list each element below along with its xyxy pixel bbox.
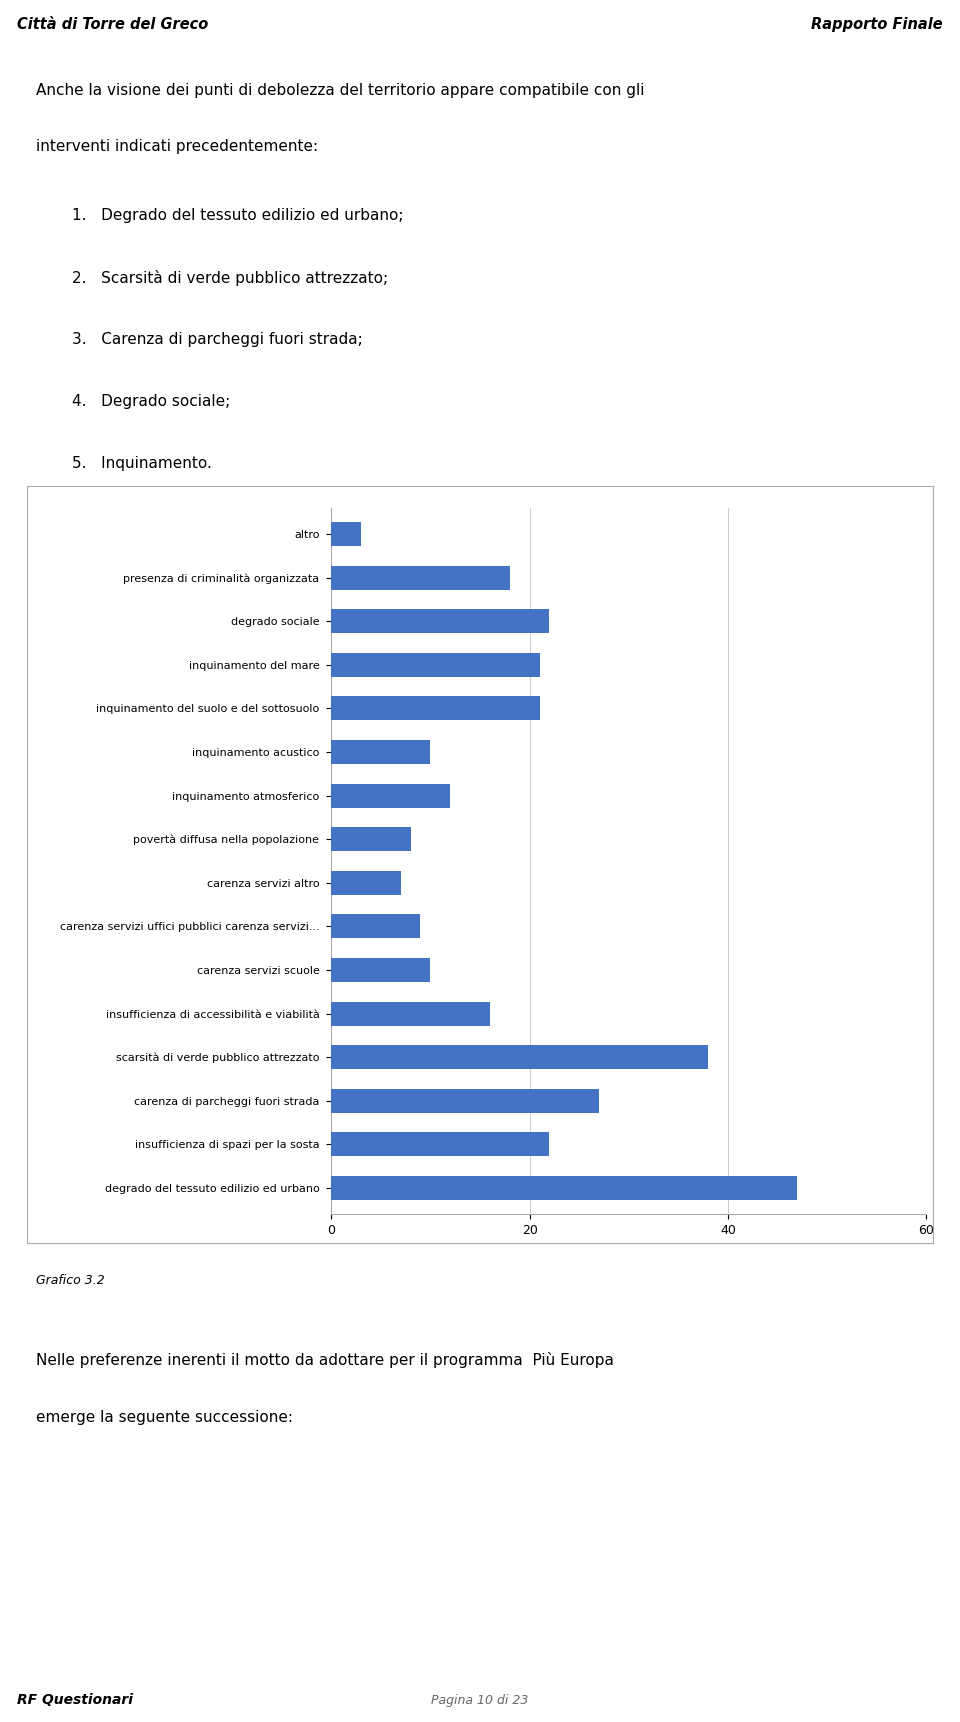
Bar <box>331 957 430 982</box>
Text: 1.   Degrado del tessuto edilizio ed urbano;: 1. Degrado del tessuto edilizio ed urban… <box>72 208 403 224</box>
Text: Pagina 10 di 23: Pagina 10 di 23 <box>431 1694 529 1707</box>
Text: 3.   Carenza di parcheggi fuori strada;: 3. Carenza di parcheggi fuori strada; <box>72 332 363 348</box>
Text: 2.   Scarsità di verde pubblico attrezzato;: 2. Scarsità di verde pubblico attrezzato… <box>72 270 388 286</box>
Bar <box>331 1088 599 1112</box>
Bar <box>331 784 450 808</box>
Text: Città di Torre del Greco: Città di Torre del Greco <box>17 17 208 33</box>
Bar <box>331 1133 549 1155</box>
Bar <box>331 827 411 851</box>
Bar <box>331 696 540 720</box>
Bar <box>331 1002 490 1026</box>
Text: 4.   Degrado sociale;: 4. Degrado sociale; <box>72 394 230 410</box>
Bar <box>331 914 420 938</box>
Bar <box>331 740 430 765</box>
Text: 5.   Inquinamento.: 5. Inquinamento. <box>72 456 212 472</box>
Bar <box>331 1176 798 1200</box>
Bar <box>331 567 510 589</box>
Text: RF Questionari: RF Questionari <box>17 1693 133 1708</box>
Text: Nelle preferenze inerenti il motto da adottare per il programma  Più Europa: Nelle preferenze inerenti il motto da ad… <box>36 1352 614 1367</box>
Bar <box>331 1045 708 1069</box>
Bar <box>331 653 540 677</box>
Text: Rapporto Finale: Rapporto Finale <box>811 17 943 33</box>
Text: PUNTI DI DEBOLEZZA: PUNTI DI DEBOLEZZA <box>372 517 588 534</box>
Bar <box>331 522 361 546</box>
Text: Anche la visione dei punti di debolezza del territorio appare compatibile con gl: Anche la visione dei punti di debolezza … <box>36 83 645 98</box>
Text: interventi indicati precedentemente:: interventi indicati precedentemente: <box>36 139 319 155</box>
Text: emerge la seguente successione:: emerge la seguente successione: <box>36 1410 294 1426</box>
Bar <box>331 871 400 895</box>
Text: Grafico 3.2: Grafico 3.2 <box>36 1274 106 1288</box>
Bar <box>331 610 549 634</box>
